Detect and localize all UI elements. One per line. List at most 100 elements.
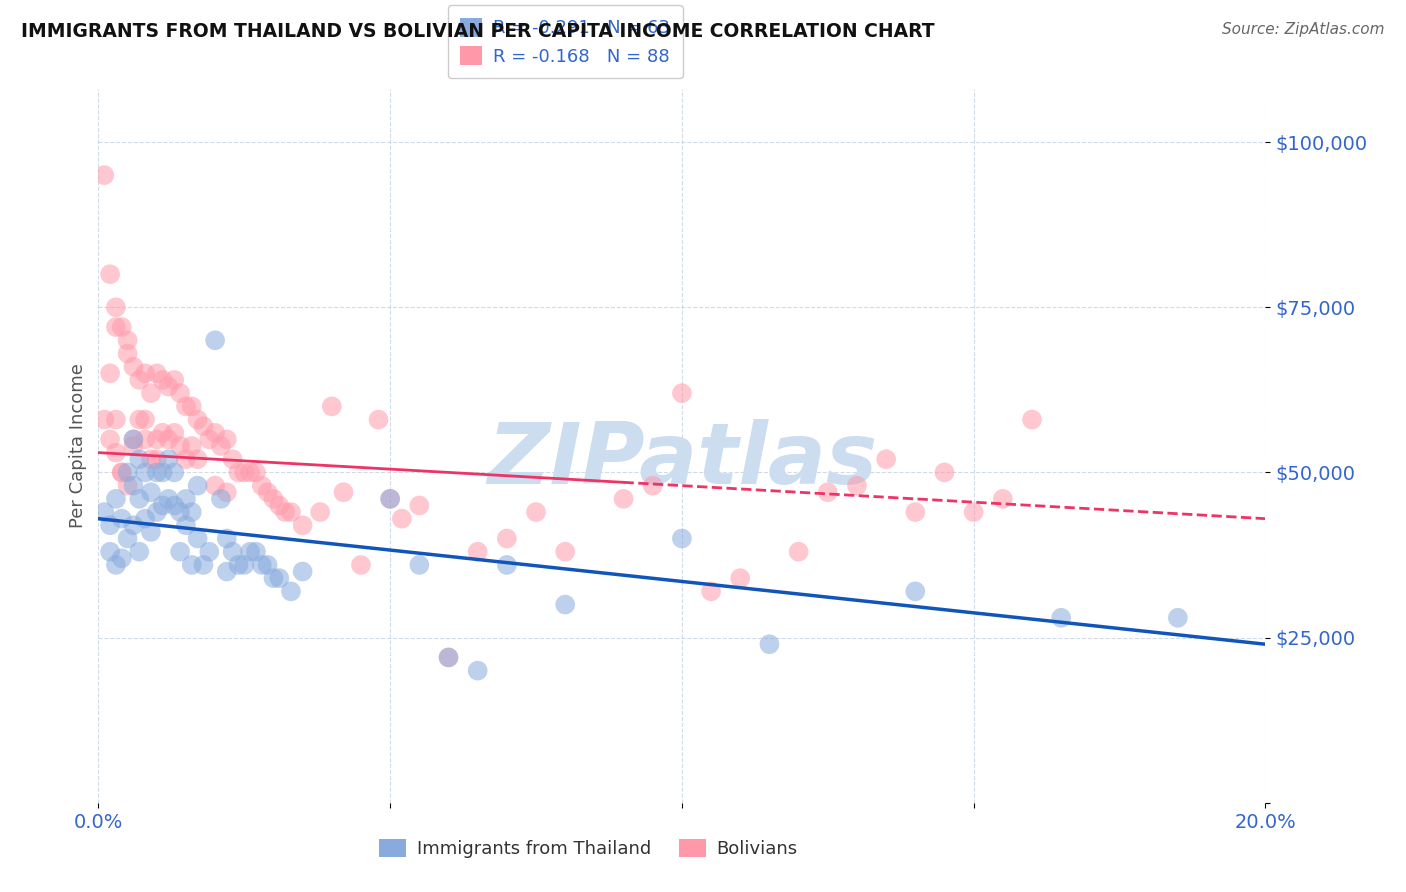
Point	[204, 478, 226, 492]
Point	[274, 505, 297, 519]
Point	[98, 367, 121, 381]
Point	[641, 478, 664, 492]
Point	[262, 491, 284, 506]
Point	[204, 333, 226, 347]
Point	[612, 491, 634, 506]
Point	[180, 439, 202, 453]
Point	[250, 478, 273, 492]
Point	[104, 491, 127, 506]
Point	[122, 433, 145, 447]
Point	[250, 558, 273, 572]
Point	[111, 511, 134, 525]
Point	[187, 452, 209, 467]
Point	[122, 439, 145, 453]
Point	[152, 373, 174, 387]
Legend: Immigrants from Thailand, Bolivians: Immigrants from Thailand, Bolivians	[373, 831, 804, 865]
Point	[146, 505, 169, 519]
Point	[104, 320, 127, 334]
Point	[730, 571, 752, 585]
Point	[350, 558, 373, 572]
Point	[391, 511, 413, 525]
Point	[209, 491, 232, 506]
Point	[221, 545, 243, 559]
Point	[139, 524, 162, 539]
Point	[1167, 611, 1189, 625]
Point	[321, 400, 343, 414]
Point	[169, 439, 191, 453]
Point	[163, 499, 186, 513]
Point	[408, 499, 430, 513]
Text: ZIPatlas: ZIPatlas	[486, 418, 877, 502]
Point	[93, 412, 115, 426]
Point	[1021, 412, 1043, 426]
Point	[174, 491, 197, 506]
Point	[117, 333, 139, 347]
Point	[380, 491, 402, 506]
Point	[104, 558, 127, 572]
Point	[269, 571, 291, 585]
Point	[198, 545, 221, 559]
Text: Source: ZipAtlas.com: Source: ZipAtlas.com	[1222, 22, 1385, 37]
Point	[239, 466, 262, 480]
Point	[146, 433, 169, 447]
Point	[1050, 611, 1073, 625]
Point	[152, 425, 174, 440]
Point	[787, 545, 810, 559]
Point	[215, 485, 238, 500]
Point	[239, 545, 262, 559]
Point	[146, 367, 169, 381]
Point	[991, 491, 1014, 506]
Point	[163, 425, 186, 440]
Point	[215, 565, 238, 579]
Point	[128, 412, 150, 426]
Point	[228, 466, 250, 480]
Point	[233, 558, 256, 572]
Point	[98, 267, 121, 281]
Point	[245, 466, 267, 480]
Point	[367, 412, 389, 426]
Point	[245, 545, 267, 559]
Point	[875, 452, 897, 467]
Point	[122, 359, 145, 374]
Point	[846, 478, 869, 492]
Point	[134, 367, 156, 381]
Point	[163, 373, 186, 387]
Point	[93, 168, 115, 182]
Point	[700, 584, 723, 599]
Point	[122, 518, 145, 533]
Point	[134, 466, 156, 480]
Point	[309, 505, 332, 519]
Point	[671, 532, 693, 546]
Point	[904, 505, 927, 519]
Point	[180, 558, 202, 572]
Point	[934, 466, 956, 480]
Point	[380, 491, 402, 506]
Point	[152, 499, 174, 513]
Point	[117, 478, 139, 492]
Point	[169, 386, 191, 401]
Point	[134, 433, 156, 447]
Point	[671, 386, 693, 401]
Point	[332, 485, 354, 500]
Point	[128, 545, 150, 559]
Point	[111, 466, 134, 480]
Point	[128, 491, 150, 506]
Point	[111, 466, 134, 480]
Point	[198, 433, 221, 447]
Point	[204, 425, 226, 440]
Point	[758, 637, 780, 651]
Point	[467, 664, 489, 678]
Point	[111, 320, 134, 334]
Point	[117, 532, 139, 546]
Point	[139, 452, 162, 467]
Point	[163, 466, 186, 480]
Point	[104, 445, 127, 459]
Point	[104, 300, 127, 314]
Point	[233, 466, 256, 480]
Point	[128, 452, 150, 467]
Point	[280, 505, 302, 519]
Point	[228, 558, 250, 572]
Point	[817, 485, 839, 500]
Point	[98, 518, 121, 533]
Point	[291, 565, 314, 579]
